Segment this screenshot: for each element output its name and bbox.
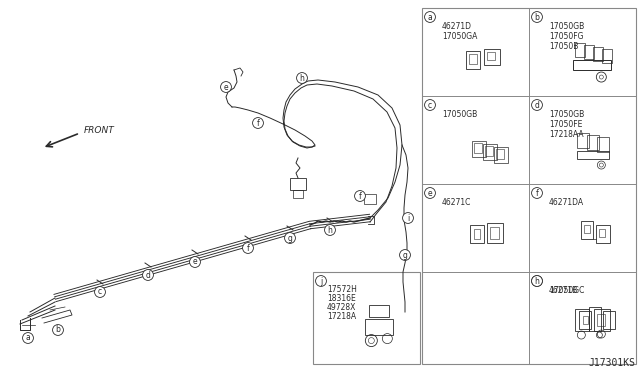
Text: g: g	[287, 234, 292, 243]
Text: f: f	[246, 244, 250, 253]
Text: 17050GB: 17050GB	[549, 110, 584, 119]
Bar	[485, 146, 493, 156]
Text: e: e	[224, 83, 228, 92]
Bar	[474, 229, 481, 239]
Bar	[483, 144, 497, 160]
Text: j: j	[320, 276, 322, 285]
Text: e: e	[193, 257, 197, 266]
Text: 17050GB: 17050GB	[549, 22, 584, 31]
Bar	[577, 133, 589, 148]
Bar	[497, 149, 504, 159]
Bar	[575, 309, 589, 331]
Bar	[487, 52, 495, 60]
Text: h: h	[328, 225, 332, 234]
Text: d: d	[145, 270, 150, 279]
Bar	[588, 135, 599, 150]
Text: 17050GB: 17050GB	[442, 110, 477, 119]
Bar	[595, 309, 611, 331]
Bar	[579, 311, 591, 329]
Text: 17050FE: 17050FE	[549, 120, 582, 129]
Bar	[597, 314, 605, 326]
Bar	[602, 49, 612, 63]
Text: FRONT: FRONT	[84, 125, 115, 135]
Bar	[422, 8, 636, 364]
Text: 17572H: 17572H	[327, 285, 357, 294]
Bar	[469, 54, 477, 64]
Bar	[467, 51, 481, 69]
Text: g: g	[534, 276, 540, 285]
Text: 17050GC: 17050GC	[549, 286, 584, 295]
Text: g: g	[403, 250, 408, 260]
Bar	[599, 229, 605, 237]
Bar	[589, 307, 602, 331]
Text: c: c	[98, 288, 102, 296]
Text: h: h	[534, 276, 540, 285]
Text: a: a	[428, 13, 433, 22]
Bar	[593, 47, 604, 61]
Bar	[584, 45, 595, 59]
Bar	[494, 147, 508, 163]
Bar	[290, 178, 306, 190]
Bar	[472, 141, 486, 157]
Bar	[470, 225, 484, 243]
Text: 49728X: 49728X	[327, 303, 356, 312]
Text: b: b	[534, 13, 540, 22]
Text: 17218A: 17218A	[327, 312, 356, 321]
Bar	[364, 194, 376, 204]
Text: 18316E: 18316E	[327, 294, 356, 303]
Bar	[313, 272, 420, 364]
Bar	[604, 311, 615, 329]
Text: 46271DA: 46271DA	[549, 198, 584, 207]
Text: 17050GA: 17050GA	[442, 32, 477, 41]
Text: 46271B: 46271B	[549, 286, 579, 295]
Text: b: b	[56, 326, 60, 334]
Text: J17301KS: J17301KS	[588, 358, 635, 368]
Bar	[597, 137, 609, 152]
Bar	[487, 223, 503, 243]
Bar	[365, 318, 394, 334]
Text: a: a	[26, 334, 30, 343]
Text: e: e	[428, 189, 432, 198]
Bar	[596, 225, 611, 243]
Text: f: f	[257, 119, 259, 128]
Text: 17050FG: 17050FG	[549, 32, 584, 41]
Text: 17218AA: 17218AA	[549, 130, 584, 139]
Bar	[581, 221, 593, 239]
Text: d: d	[534, 100, 540, 109]
Bar	[583, 316, 588, 324]
Bar	[293, 190, 303, 198]
Bar	[575, 43, 586, 57]
Bar	[573, 60, 611, 70]
Bar	[577, 151, 609, 159]
Bar	[474, 143, 483, 153]
Text: 17050B: 17050B	[549, 42, 579, 51]
Bar	[484, 49, 500, 65]
Text: 46271D: 46271D	[442, 22, 472, 31]
Bar	[584, 225, 590, 233]
Text: f: f	[358, 192, 362, 201]
Text: h: h	[300, 74, 305, 83]
Text: c: c	[428, 100, 432, 109]
Text: i: i	[407, 214, 409, 222]
Text: f: f	[536, 189, 538, 198]
Bar	[369, 305, 389, 317]
Bar	[490, 227, 499, 239]
Text: 46271C: 46271C	[442, 198, 472, 207]
